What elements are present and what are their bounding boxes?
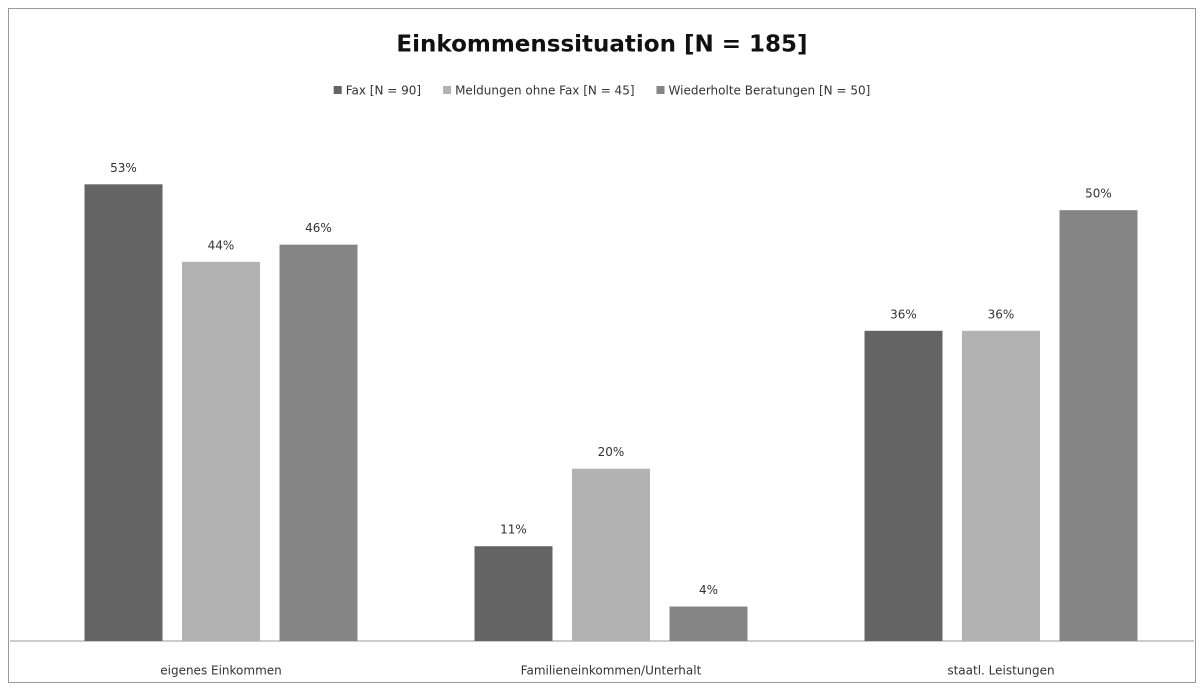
- data-label: 36%: [890, 307, 917, 321]
- data-label: 53%: [110, 161, 137, 175]
- legend-swatch: [333, 86, 342, 94]
- data-label: 44%: [208, 238, 235, 252]
- data-label: 46%: [305, 221, 332, 235]
- bar: [182, 261, 260, 641]
- legend-label: Fax [N = 90]: [346, 84, 421, 98]
- bar: [84, 184, 163, 642]
- bar: [279, 244, 358, 641]
- bar: [1059, 210, 1138, 641]
- x-tick-label: staatl. Leistungen: [947, 664, 1054, 678]
- data-label: 4%: [699, 583, 718, 597]
- bar: [864, 330, 943, 641]
- legend-swatch: [656, 86, 665, 94]
- x-tick-label: eigenes Einkommen: [160, 664, 282, 678]
- data-label: 11%: [500, 523, 527, 537]
- bar: [572, 468, 650, 641]
- data-label: 20%: [598, 445, 625, 459]
- chart-title: Einkommenssituation [N = 185]: [396, 32, 807, 58]
- bar: [962, 330, 1040, 641]
- data-label: 36%: [988, 307, 1015, 321]
- bar: [474, 546, 553, 641]
- x-tick-label: Familieneinkommen/Unterhalt: [521, 664, 702, 678]
- bar: [669, 606, 748, 641]
- legend-swatch: [443, 86, 452, 94]
- data-label: 50%: [1085, 187, 1112, 201]
- legend-label: Meldungen ohne Fax [N = 45]: [455, 84, 634, 98]
- legend-label: Wiederholte Beratungen [N = 50]: [669, 84, 871, 98]
